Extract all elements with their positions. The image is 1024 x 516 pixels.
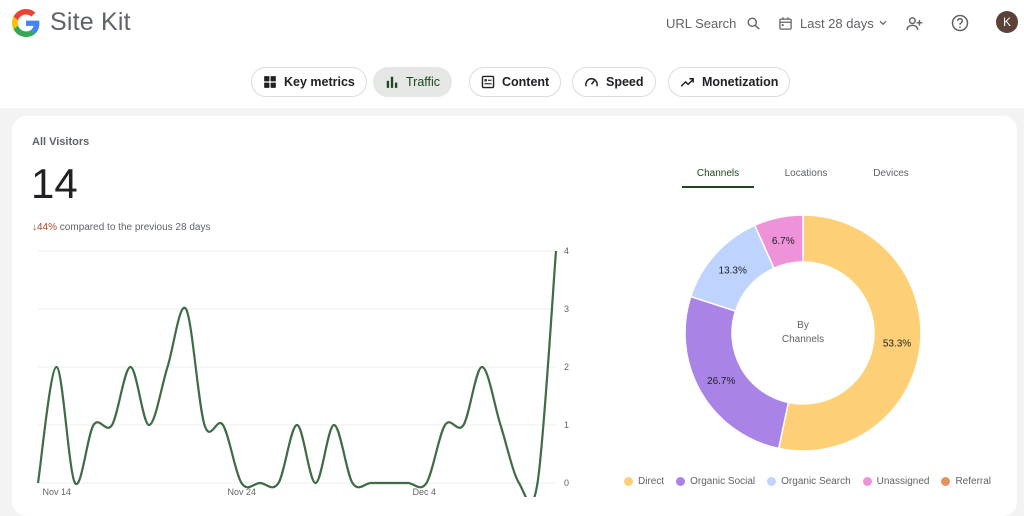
nav-tab-label: Speed <box>606 75 644 89</box>
nav-tab-speed[interactable]: Speed <box>572 67 656 97</box>
channels-donut-chart: By Channels 53.3% 26.7% 13.3% 6.7% <box>680 210 926 456</box>
date-range-selector[interactable]: Last 28 days <box>778 12 888 34</box>
x-tick-label: Nov 14 <box>43 487 72 497</box>
breakdown-tab-locations[interactable]: Locations <box>770 168 842 179</box>
help-icon <box>951 14 969 32</box>
y-tick-label: 4 <box>564 246 569 256</box>
nav-tab-key-metrics[interactable]: Key metrics <box>251 67 367 97</box>
legend-item[interactable]: Referral <box>941 476 991 487</box>
legend-item[interactable]: Organic Search <box>767 476 850 487</box>
nav-tab-label: Content <box>502 75 549 89</box>
url-search-button[interactable]: URL Search <box>666 12 761 34</box>
visitors-series-line <box>38 251 556 497</box>
calendar-icon <box>778 16 793 31</box>
visitors-total: 14 <box>31 160 78 208</box>
add-user-button[interactable] <box>903 12 925 34</box>
active-tab-indicator <box>682 186 754 188</box>
nav-tab-label: Key metrics <box>284 75 355 89</box>
widget-title: All Visitors <box>32 136 89 148</box>
donut-slice[interactable] <box>685 297 788 449</box>
nav-tab-traffic[interactable]: Traffic <box>373 67 452 97</box>
legend-swatch <box>624 477 633 486</box>
donut-center-line2: Channels <box>782 334 824 345</box>
avatar-initial: K <box>1003 15 1011 29</box>
breakdown-tab-channels[interactable]: Channels <box>682 168 754 179</box>
legend-item[interactable]: Direct <box>624 476 664 487</box>
user-avatar[interactable]: K <box>996 11 1018 33</box>
donut-center-line1: By <box>797 320 809 331</box>
y-tick-label: 2 <box>564 362 569 372</box>
dashboard-nav: Key metrics Traffic Content Speed <box>0 67 1024 97</box>
nav-tab-label: Traffic <box>406 75 440 89</box>
legend-item[interactable]: Unassigned <box>863 476 930 487</box>
y-tick-label: 0 <box>564 478 569 488</box>
app-name: Site Kit <box>50 8 131 37</box>
site-kit-logo[interactable]: Site Kit <box>12 8 131 37</box>
x-tick-label: Dec 4 <box>413 487 437 497</box>
legend-item[interactable]: Organic Social <box>676 476 755 487</box>
slice-label: 53.3% <box>883 338 911 349</box>
bar-chart-icon <box>385 75 399 89</box>
article-icon <box>481 75 495 89</box>
slice-label: 6.7% <box>772 236 795 247</box>
change-text: compared to the previous 28 days <box>60 222 211 233</box>
legend-swatch <box>767 477 776 486</box>
visitors-line-chart: 0 1 2 3 4 Nov 14 Nov 24 Dec 4 <box>28 244 588 497</box>
donut-legend: Direct Organic Social Organic Search Unassi… <box>624 476 1003 487</box>
visitors-change: ↓44% compared to the previous 28 days <box>32 222 210 233</box>
legend-label: Referral <box>955 476 991 487</box>
legend-label: Unassigned <box>877 476 930 487</box>
search-icon <box>746 16 761 31</box>
legend-label: Organic Social <box>690 476 755 487</box>
add-user-icon <box>906 15 923 32</box>
grid-icon <box>263 75 277 89</box>
chevron-down-icon <box>878 18 888 28</box>
legend-swatch <box>941 477 950 486</box>
slice-label: 13.3% <box>719 265 747 276</box>
breakdown-tab-devices[interactable]: Devices <box>855 168 927 179</box>
x-tick-label: Nov 24 <box>228 487 257 497</box>
google-g-icon <box>12 9 40 37</box>
trending-up-icon <box>680 75 695 90</box>
nav-tab-content[interactable]: Content <box>469 67 561 97</box>
legend-swatch <box>863 477 872 486</box>
change-percent: 44% <box>37 222 57 233</box>
y-tick-label: 3 <box>564 304 569 314</box>
slice-label: 26.7% <box>707 376 735 387</box>
nav-tab-monetization[interactable]: Monetization <box>668 67 790 97</box>
top-bar: Site Kit URL Search Last 28 days <box>0 0 1024 108</box>
speedometer-icon <box>584 75 599 90</box>
url-search-label: URL Search <box>666 16 736 31</box>
legend-label: Direct <box>638 476 664 487</box>
help-button[interactable] <box>949 12 971 34</box>
legend-swatch <box>676 477 685 486</box>
date-range-label: Last 28 days <box>800 16 874 31</box>
legend-label: Organic Search <box>781 476 850 487</box>
y-tick-label: 1 <box>564 420 569 430</box>
nav-tab-label: Monetization <box>702 75 778 89</box>
